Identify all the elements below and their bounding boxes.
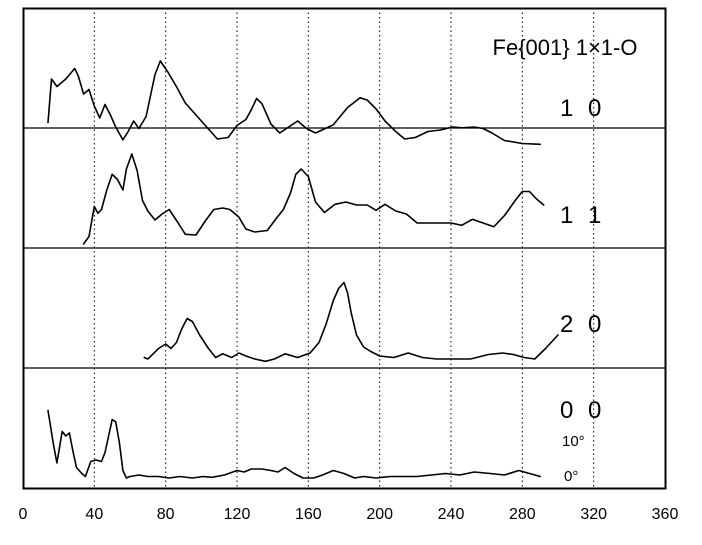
- x-tick-label-0: 0: [19, 506, 28, 523]
- series-labels: 1 0 1 1 2 0 0 0: [560, 95, 605, 424]
- x-tick-label-120: 120: [224, 506, 251, 523]
- series-label-10: 1 0: [560, 95, 605, 122]
- x-axis-tick-labels: 0 40 80 120 160 200 240 280 320 360: [19, 506, 679, 523]
- chart-title: Fe{001} 1×1-O: [493, 35, 638, 60]
- x-tick-label-280: 280: [509, 506, 536, 523]
- x-tick-label-240: 240: [438, 506, 465, 523]
- x-tick-label-200: 200: [366, 506, 393, 523]
- series-label-00: 0 0: [560, 397, 605, 424]
- x-tick-label-40: 40: [85, 506, 103, 523]
- scale-label-zero-degrees: 0°: [564, 468, 578, 485]
- x-tick-label-160: 160: [295, 506, 322, 523]
- x-tick-label-320: 320: [580, 506, 607, 523]
- scale-label-ten-degrees: 10°: [562, 433, 585, 450]
- series-curve-20: [143, 281, 559, 363]
- series-curves: [47, 60, 559, 479]
- series-label-11: 1 1: [560, 202, 605, 229]
- series-curve-11: [82, 153, 545, 245]
- series-label-20: 2 0: [560, 311, 605, 338]
- x-tick-label-360: 360: [652, 506, 679, 523]
- series-curve-10: [47, 60, 541, 146]
- x-tick-label-80: 80: [157, 506, 175, 523]
- series-curve-00: [47, 409, 541, 479]
- chart-frame: [22, 7, 667, 490]
